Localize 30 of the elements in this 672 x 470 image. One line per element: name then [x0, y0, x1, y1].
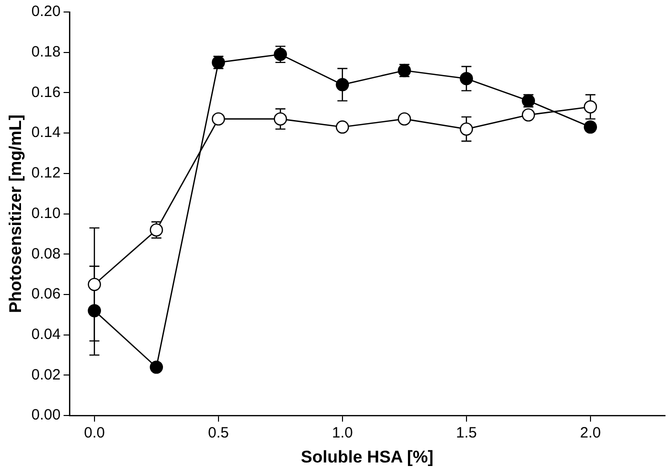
point	[584, 100, 597, 114]
point	[274, 112, 287, 126]
y-tick-label: 0.10	[31, 204, 61, 222]
x-tick-label: 1.0	[332, 424, 353, 442]
x-tick-label: 2.0	[580, 424, 601, 442]
y-tick-label: 0.08	[31, 245, 61, 262]
x-tick-label: 1.5	[456, 424, 477, 442]
point	[522, 108, 535, 122]
point	[398, 112, 411, 126]
y-tick-label: 0.20	[31, 3, 61, 20]
y-tick-label: 0.16	[31, 84, 61, 101]
y-tick-label: 0.12	[31, 164, 61, 182]
point	[460, 72, 473, 86]
point	[212, 112, 225, 126]
point	[88, 304, 101, 318]
y-tick-label: 0.14	[31, 124, 61, 142]
point	[88, 278, 101, 292]
y-tick-label: 0.02	[31, 366, 61, 384]
y-tick-label: 0.00	[31, 406, 61, 424]
y-axis-title: Photosensitizer [mg/mL]	[6, 114, 25, 313]
y-tick-label: 0.06	[31, 286, 61, 303]
point	[336, 78, 349, 92]
x-axis-title: Soluble HSA [%]	[300, 447, 434, 466]
point	[460, 122, 473, 136]
x-tick-label: 0.5	[208, 424, 229, 442]
y-tick-label: 0.04	[31, 326, 61, 344]
y-tick-label: 0.18	[31, 44, 61, 60]
point	[150, 360, 163, 374]
x-tick-label: 0.0	[84, 424, 105, 442]
point	[336, 120, 349, 134]
